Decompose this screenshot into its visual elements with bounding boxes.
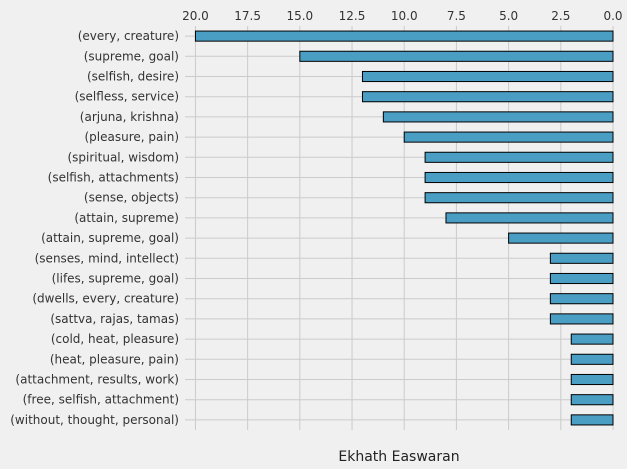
y-tick-label: (attachment, results, work): [15, 373, 179, 387]
plot-background: [185, 26, 613, 430]
y-tick-label: (without, thought, personal): [10, 413, 179, 427]
x-tick-label: 10.0: [391, 9, 418, 23]
y-tick-label: (lifes, supreme, goal): [52, 272, 179, 286]
y-tick-label: (selfish, attachments): [48, 171, 179, 185]
y-tick-label: (attain, supreme, goal): [41, 231, 179, 245]
bar: [570, 394, 614, 406]
bar: [361, 91, 614, 103]
x-tick-label: 5.0: [499, 9, 518, 23]
y-tick-label: (attain, supreme): [74, 211, 179, 225]
y-tick-label: (every, creature): [78, 29, 179, 43]
bar: [424, 192, 614, 204]
bar: [445, 212, 614, 224]
y-tick-label: (selfish, desire): [87, 70, 179, 84]
y-tick-label: (arjuna, krishna): [80, 110, 179, 124]
bar: [570, 414, 614, 426]
y-tick-label: (sattva, rajas, tamas): [50, 312, 179, 326]
bar: [570, 353, 614, 365]
x-tick-label: 7.5: [447, 9, 466, 23]
bar: [570, 333, 614, 345]
bar: [299, 50, 614, 62]
bar: [382, 111, 614, 123]
x-tick-label: 20.0: [182, 9, 209, 23]
y-tick-label: (heat, pleasure, pain): [50, 352, 179, 366]
y-tick-label: (free, selfish, attachment): [23, 393, 179, 407]
bar: [549, 293, 614, 305]
x-axis-ticks: 20.0 17.5 15.0 12.5 10.0 7.5 5.0 2.5 0.0: [182, 9, 622, 23]
bar: [549, 252, 614, 264]
bar: [549, 313, 614, 325]
bar: [508, 232, 614, 244]
bar: [194, 30, 614, 42]
y-tick-label: (cold, heat, pleasure): [51, 332, 179, 346]
y-tick-label: (spiritual, wisdom): [67, 150, 179, 164]
x-tick-label: 0.0: [603, 9, 622, 23]
x-axis-label: Ekhath Easwaran: [338, 449, 459, 465]
y-axis-ticks: (every, creature) (supreme, goal) (selfish…: [10, 29, 179, 427]
x-tick-label: 15.0: [286, 9, 313, 23]
x-tick-label: 17.5: [234, 9, 261, 23]
bar: [424, 151, 614, 163]
bar: [424, 171, 614, 184]
y-tick-label: (sense, objects): [84, 191, 179, 205]
x-tick-label: 2.5: [551, 9, 570, 23]
y-tick-label: (selfless, service): [75, 90, 179, 104]
bars-group: [194, 30, 614, 426]
y-tick-label: (senses, mind, intellect): [35, 251, 179, 265]
y-tick-label: (supreme, goal): [84, 49, 179, 63]
y-tick-label: (dwells, every, creature): [32, 292, 179, 306]
bar: [570, 373, 614, 386]
x-tick-label: 12.5: [339, 9, 366, 23]
y-tick-label: (pleasure, pain): [85, 130, 180, 144]
bar: [549, 272, 614, 285]
bar: [361, 70, 614, 83]
bar: [403, 131, 614, 143]
